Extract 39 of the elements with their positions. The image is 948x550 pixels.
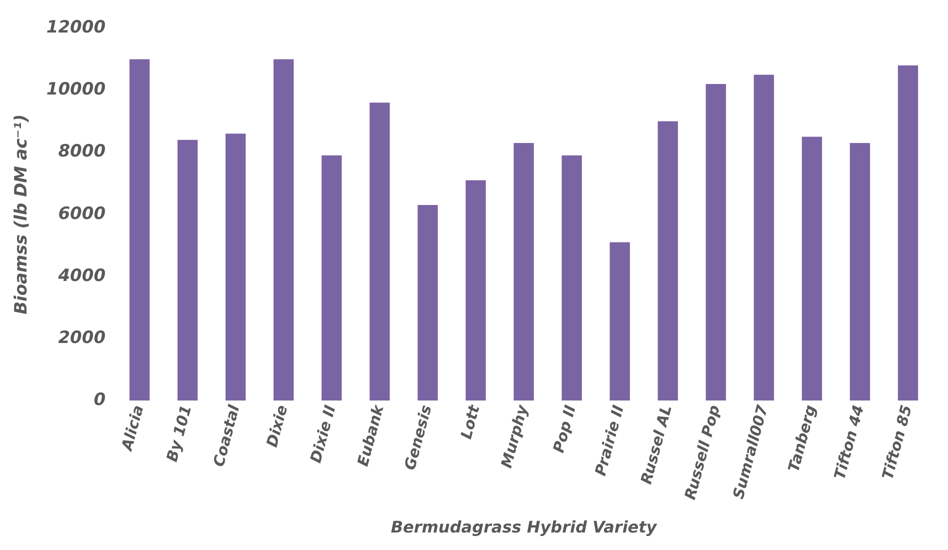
x-tick-label: Dixie <box>262 403 292 449</box>
bar <box>466 180 486 400</box>
x-tick-label: Dixie II <box>306 402 340 465</box>
bar <box>274 59 294 400</box>
bar <box>129 59 150 400</box>
x-tick-label: Coastal <box>210 402 244 469</box>
x-tick-label: Genesis <box>400 403 436 472</box>
y-tick-label: 6000 <box>58 204 106 224</box>
bar <box>610 242 630 400</box>
y-axis-title: Bioamss (lb DM ac⁻¹) <box>12 114 32 314</box>
bar <box>226 134 246 400</box>
bar <box>754 74 774 400</box>
y-tick-label: 4000 <box>57 266 106 286</box>
bar <box>562 155 582 400</box>
bar <box>178 140 198 400</box>
x-tick-label: Russel AL <box>637 403 676 486</box>
bar <box>850 142 870 400</box>
x-tick-label: Tifton 85 <box>878 403 916 482</box>
bar <box>898 65 918 400</box>
bar <box>370 102 390 400</box>
bar <box>322 155 342 400</box>
x-tick-label: By 101 <box>162 403 196 464</box>
x-tick-label: Prairie II <box>591 402 628 478</box>
x-tick-label: Lott <box>457 402 484 441</box>
x-tick-label: Russell Pop <box>681 402 724 502</box>
x-tick-label: Alicia <box>118 403 148 454</box>
bar <box>706 84 726 400</box>
bar <box>658 121 678 400</box>
y-tick-label: 2000 <box>58 328 106 348</box>
bar <box>514 142 534 400</box>
y-tick-label: 12000 <box>46 18 106 38</box>
bar <box>802 136 822 400</box>
y-tick-label: 0 <box>94 390 106 410</box>
bar <box>418 205 438 400</box>
x-tick-label: Pop II <box>550 402 580 455</box>
x-axis-title: Bermudagrass Hybrid Variety <box>390 518 658 537</box>
y-tick-label: 8000 <box>58 142 106 162</box>
y-tick-label: 10000 <box>46 80 106 100</box>
x-tick-label: Tifton 44 <box>830 403 868 482</box>
